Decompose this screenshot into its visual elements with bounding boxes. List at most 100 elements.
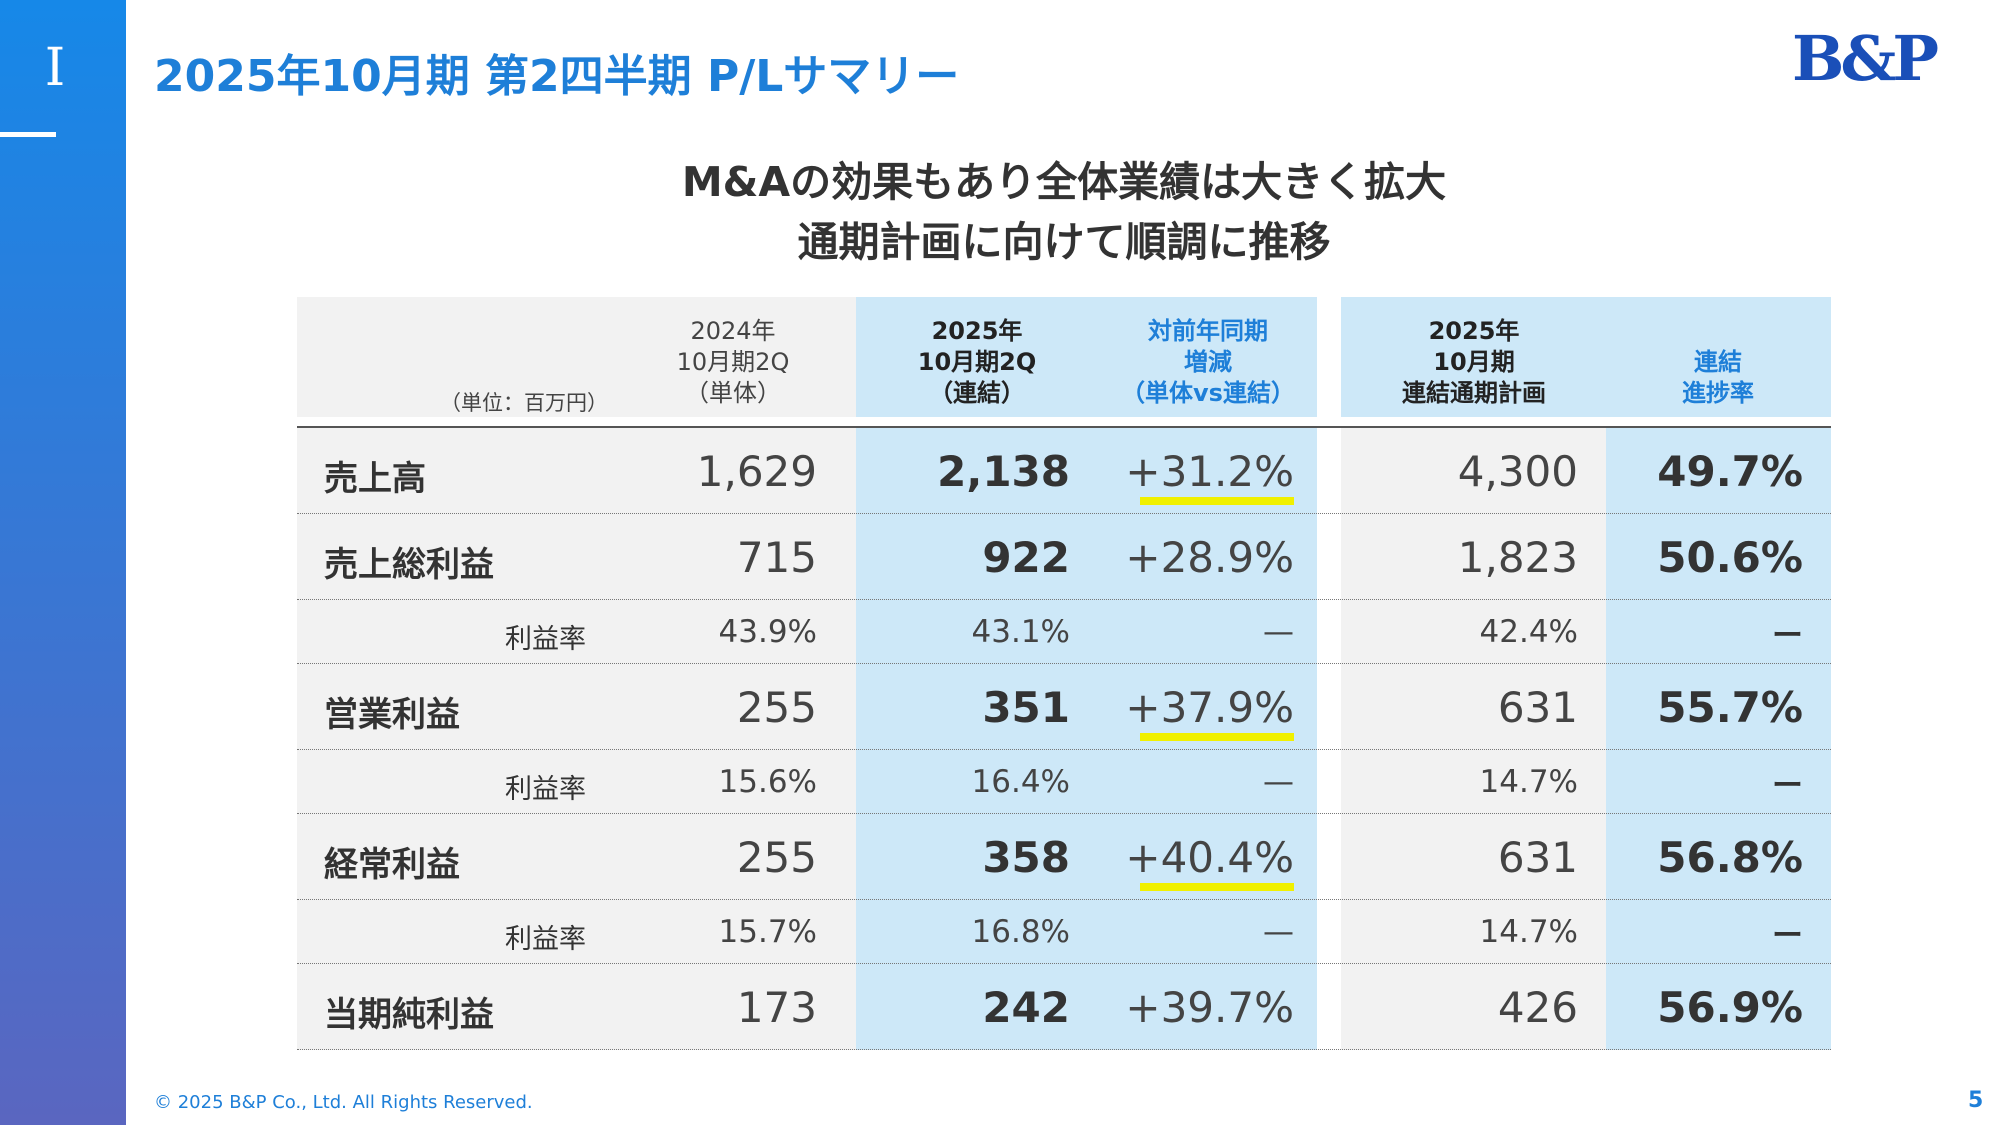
cell-value: 43.9% xyxy=(718,614,817,650)
row-rule xyxy=(297,899,1831,900)
cell-value: 4,300 xyxy=(1457,446,1578,496)
column-header: 増減 xyxy=(1184,348,1232,376)
cell-bg xyxy=(1090,750,1317,814)
row-label: 当期純利益 xyxy=(324,994,494,1035)
cell-value: 631 xyxy=(1497,682,1578,732)
row-label: 利益率 xyxy=(505,923,586,955)
column-header: 対前年同期 xyxy=(1148,317,1268,345)
header-bg xyxy=(297,297,856,417)
cell-bg xyxy=(856,514,1090,600)
sidebar: I xyxy=(0,0,126,1125)
cell-bg xyxy=(640,900,856,964)
cell-value: +39.7% xyxy=(1125,982,1294,1032)
cell-bg xyxy=(856,964,1090,1050)
cell-bg xyxy=(1606,600,1831,664)
cell-bg xyxy=(856,600,1090,664)
cell-value: 2,138 xyxy=(937,446,1070,496)
cell-bg xyxy=(1341,900,1606,964)
cell-value: 14.7% xyxy=(1479,764,1578,800)
cell-bg xyxy=(1341,428,1606,514)
cell-value: 358 xyxy=(982,832,1070,882)
page-number: 5 xyxy=(1968,1088,1984,1113)
cell-value: +37.9% xyxy=(1125,682,1294,732)
row-label: 売上総利益 xyxy=(324,544,494,585)
cell-bg xyxy=(856,900,1090,964)
cell-value: +40.4% xyxy=(1125,832,1294,882)
cell-value: 173 xyxy=(736,982,817,1032)
cell-bg xyxy=(1606,514,1831,600)
cell-bg xyxy=(856,814,1090,900)
column-header: 連結通期計画 xyxy=(1402,379,1546,407)
column-header: （連結） xyxy=(929,379,1025,407)
cell-value: 1,823 xyxy=(1457,532,1578,582)
cell-value: 426 xyxy=(1497,982,1578,1032)
cell-bg xyxy=(1090,514,1317,600)
label-bg xyxy=(297,750,640,814)
cell-value: 42.4% xyxy=(1479,614,1578,650)
label-bg xyxy=(297,814,640,900)
cell-value: 255 xyxy=(736,682,817,732)
highlight-underline xyxy=(1140,883,1294,891)
cell-bg xyxy=(1341,964,1606,1050)
header-bg xyxy=(856,297,1317,417)
column-header: 10月期2Q xyxy=(917,348,1037,376)
cell-bg xyxy=(640,664,856,750)
divider xyxy=(0,132,56,137)
label-bg xyxy=(297,964,640,1050)
cell-value: ー xyxy=(1772,767,1803,804)
cell-bg xyxy=(1341,514,1606,600)
label-bg xyxy=(297,514,640,600)
column-header: 2025年 xyxy=(931,317,1023,345)
column-header: 連結 xyxy=(1694,348,1742,376)
subtitle-line: 通期計画に向けて順調に推移 xyxy=(797,218,1331,266)
cell-bg xyxy=(1606,428,1831,514)
highlight-underline xyxy=(1140,733,1294,741)
cell-value: 56.8% xyxy=(1657,832,1803,882)
cell-value: — xyxy=(1263,614,1294,650)
label-bg xyxy=(297,600,640,664)
column-header: 10月期2Q xyxy=(676,348,790,376)
cell-bg xyxy=(1090,600,1317,664)
cell-value: 15.6% xyxy=(718,764,817,800)
row-rule xyxy=(297,749,1831,750)
cell-value: 16.4% xyxy=(971,764,1070,800)
cell-value: +31.2% xyxy=(1125,446,1294,496)
cell-value: 49.7% xyxy=(1657,446,1803,496)
cell-value: 16.8% xyxy=(971,914,1070,950)
cell-value: 50.6% xyxy=(1657,532,1803,582)
cell-value: 55.7% xyxy=(1657,682,1803,732)
cell-value: 922 xyxy=(982,532,1070,582)
cell-bg xyxy=(1606,814,1831,900)
cell-value: — xyxy=(1263,914,1294,950)
cell-bg xyxy=(1606,900,1831,964)
unit-label: （単位：百万円） xyxy=(440,391,608,415)
cell-value: — xyxy=(1263,764,1294,800)
cell-bg xyxy=(640,514,856,600)
cell-bg xyxy=(856,428,1090,514)
column-header: 2024年 xyxy=(690,317,776,345)
cell-value: ー xyxy=(1772,917,1803,954)
cell-value: ー xyxy=(1772,617,1803,654)
label-bg xyxy=(297,428,640,514)
cell-bg xyxy=(1341,814,1606,900)
cell-bg xyxy=(1090,964,1317,1050)
column-header: 2025年 xyxy=(1428,317,1520,345)
cell-bg xyxy=(1341,600,1606,664)
cell-bg xyxy=(640,600,856,664)
column-header: 進捗率 xyxy=(1682,379,1754,407)
header-bg xyxy=(1341,297,1831,417)
title: 2025年10月期 第2四半期 P/Lサマリー xyxy=(154,51,960,102)
column-header: （単体vs連結） xyxy=(1121,379,1295,407)
row-rule xyxy=(297,599,1831,600)
label-bg xyxy=(297,664,640,750)
row-label: 利益率 xyxy=(505,773,586,805)
row-label: 売上高 xyxy=(324,458,426,499)
cell-value: 1,629 xyxy=(696,446,817,496)
cell-bg xyxy=(640,428,856,514)
cell-value: 715 xyxy=(736,532,817,582)
cell-value: 242 xyxy=(982,982,1070,1032)
column-header: 10月期 xyxy=(1433,348,1515,376)
cell-value: 631 xyxy=(1497,832,1578,882)
cell-bg xyxy=(640,814,856,900)
cell-value: 255 xyxy=(736,832,817,882)
